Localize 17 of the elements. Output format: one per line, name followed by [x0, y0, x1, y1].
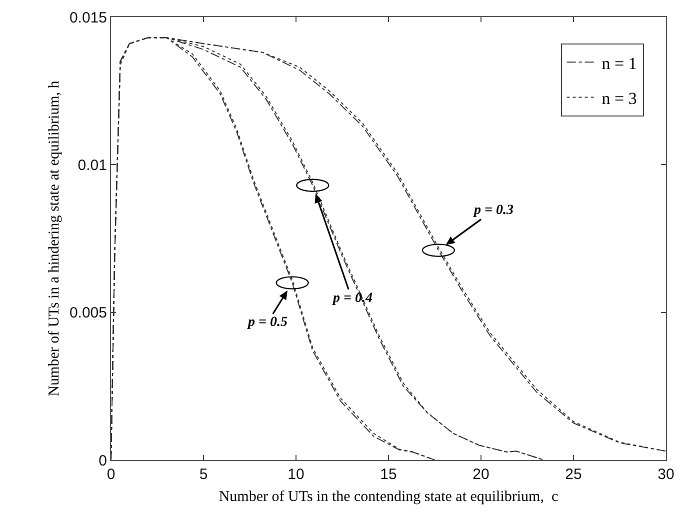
y-axis-title: Number of UTs in a hindering state at equilibrium, h [46, 80, 63, 396]
y-tick-label: 0.005 [69, 304, 107, 322]
y-tick-label: 0.015 [69, 9, 107, 26]
x-tick-label: 30 [658, 466, 674, 483]
y-tick-label: 0 [98, 452, 107, 470]
x-tick-label: 15 [380, 466, 397, 483]
x-tick-label: 25 [565, 466, 582, 483]
x-axis-title: Number of UTs in the contending state at equilibrium, c [218, 489, 558, 505]
annotation: p = 0.5 [247, 315, 288, 330]
annotation: p = 0.3 [473, 203, 514, 218]
x-tick-label: 5 [199, 466, 208, 483]
x-tick-label: 10 [288, 466, 304, 483]
legend-label: n = 1 [602, 54, 637, 73]
legend-label: n = 3 [602, 88, 637, 108]
annotation: p = 0.4 [332, 291, 372, 306]
x-tick-label: 20 [472, 466, 490, 483]
y-tick-label: 0.01 [78, 156, 107, 174]
